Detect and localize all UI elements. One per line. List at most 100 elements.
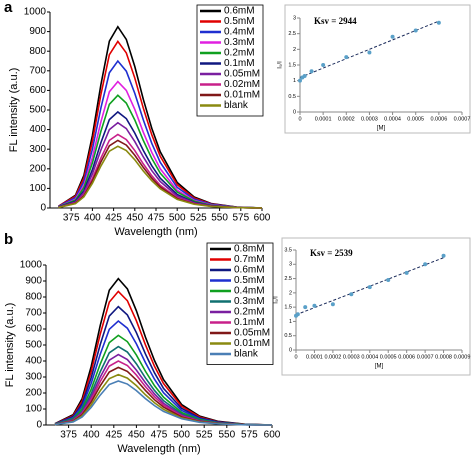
y-tick-label: 0 [289, 347, 292, 353]
x-tick-label: 0.0007 [417, 354, 434, 360]
data-point [298, 78, 302, 83]
y-tick-label: 100 [25, 404, 42, 415]
x-tick-label: 450 [126, 213, 143, 224]
legend-label: 0.02mM [224, 79, 260, 90]
ksv-annotation: Ksv = 2539 [310, 248, 353, 258]
legend-label: 0.6mM [224, 6, 255, 17]
legend-label: 0.4mM [234, 286, 265, 297]
inset-frame [284, 4, 471, 134]
legend-label: 0.1mM [234, 317, 265, 328]
x-tick-label: 450 [128, 430, 145, 441]
y-tick-label: 3 [289, 262, 292, 268]
x-tick-label: 0.0003 [361, 116, 378, 122]
y-tick-label: 200 [29, 163, 46, 174]
y-axis-label: FL intensity (a.u.) [8, 68, 20, 153]
data-point [436, 20, 441, 25]
y-tick-label: 400 [25, 356, 42, 367]
trend-line [295, 257, 444, 316]
x-tick-label: 0.0001 [306, 354, 323, 360]
x-axis-label: Wavelength (nm) [114, 226, 197, 238]
x-tick-label: 550 [211, 213, 228, 224]
y-tick-label: 600 [29, 85, 46, 96]
data-point [367, 50, 372, 55]
x-tick-label: 0 [294, 354, 297, 360]
data-point [349, 292, 354, 297]
x-axis-label: [M] [375, 364, 384, 370]
y-tick-label: 600 [25, 324, 42, 335]
y-tick-label: 500 [29, 105, 46, 116]
y-tick-label: 1000 [24, 7, 47, 18]
y-tick-label: 3 [293, 15, 296, 21]
legend-label: 0.8mM [234, 244, 265, 255]
y-tick-label: 1 [289, 319, 292, 325]
x-tick-label: 600 [254, 213, 271, 224]
x-tick-label: 0.0007 [454, 116, 471, 122]
y-tick-label: 2.5 [288, 31, 296, 37]
y-tick-label: 300 [29, 144, 46, 155]
legend-label: 0.3mM [224, 37, 255, 48]
data-point [404, 270, 409, 275]
spectrum-line [58, 94, 263, 209]
legend-label: 0.05mM [234, 328, 270, 339]
data-point [302, 73, 307, 78]
legend-label: 0.3mM [234, 296, 265, 307]
x-tick-label: 550 [218, 430, 235, 441]
x-tick-label: 375 [60, 430, 77, 441]
spectrum-line [54, 380, 273, 426]
legend-label: blank [234, 349, 259, 360]
x-tick-label: 575 [241, 430, 258, 441]
data-point [367, 285, 372, 290]
y-axis-label: I₀/I [274, 296, 280, 304]
legend-box [196, 4, 264, 117]
legend-label: 0.5mM [234, 275, 265, 286]
x-tick-label: 0.0005 [407, 116, 424, 122]
x-tick-label: 0.0002 [324, 354, 341, 360]
x-tick-label: 400 [83, 430, 100, 441]
data-point [330, 302, 335, 307]
y-tick-label: 1.5 [288, 62, 296, 68]
data-point [312, 303, 317, 308]
x-tick-label: 425 [105, 430, 122, 441]
y-axis-label: I₀/I [278, 61, 284, 69]
y-tick-label: 900 [25, 276, 42, 287]
y-tick-label: 0.5 [284, 333, 292, 339]
data-point [441, 253, 446, 258]
x-tick-label: 0.0004 [361, 354, 378, 360]
x-tick-label: 0.0006 [398, 354, 415, 360]
y-tick-label: 500 [25, 340, 42, 351]
y-tick-label: 700 [29, 65, 46, 76]
legend-label: 0.2mM [234, 307, 265, 318]
y-tick-label: 0 [36, 420, 42, 431]
x-tick-label: 475 [148, 213, 165, 224]
x-tick-label: 500 [173, 430, 190, 441]
x-tick-label: 0.0006 [430, 116, 447, 122]
legend-label: 0.4mM [224, 27, 255, 38]
legend-label: 0.5mM [224, 16, 255, 27]
x-tick-label: 575 [232, 213, 249, 224]
data-point [309, 69, 314, 74]
x-tick-label: 0.0008 [435, 354, 452, 360]
x-tick-label: 0.0005 [380, 354, 397, 360]
x-tick-label: 0.0003 [343, 354, 360, 360]
legend-label: 0.01mM [224, 90, 260, 101]
legend-label: blank [224, 100, 249, 111]
y-tick-label: 800 [25, 292, 42, 303]
data-point [321, 63, 326, 67]
legend-label: 0.7mM [234, 254, 265, 265]
legend-label: 0.1mM [224, 58, 255, 69]
y-tick-label: 0 [293, 109, 296, 115]
legend-label: 0.6mM [234, 265, 265, 276]
y-tick-label: 0 [40, 203, 46, 214]
y-axis-label: FL intensity (a.u.) [4, 303, 16, 388]
x-tick-label: 425 [105, 213, 122, 224]
y-tick-label: 2 [289, 290, 292, 296]
spectrum-line [58, 145, 263, 209]
x-tick-label: 475 [151, 430, 168, 441]
data-point [344, 55, 349, 60]
y-tick-label: 3.5 [284, 247, 292, 253]
spectrum-line [58, 39, 263, 209]
spectrum-line [58, 121, 263, 209]
x-tick-label: 375 [63, 213, 80, 224]
y-tick-label: 300 [25, 372, 42, 383]
